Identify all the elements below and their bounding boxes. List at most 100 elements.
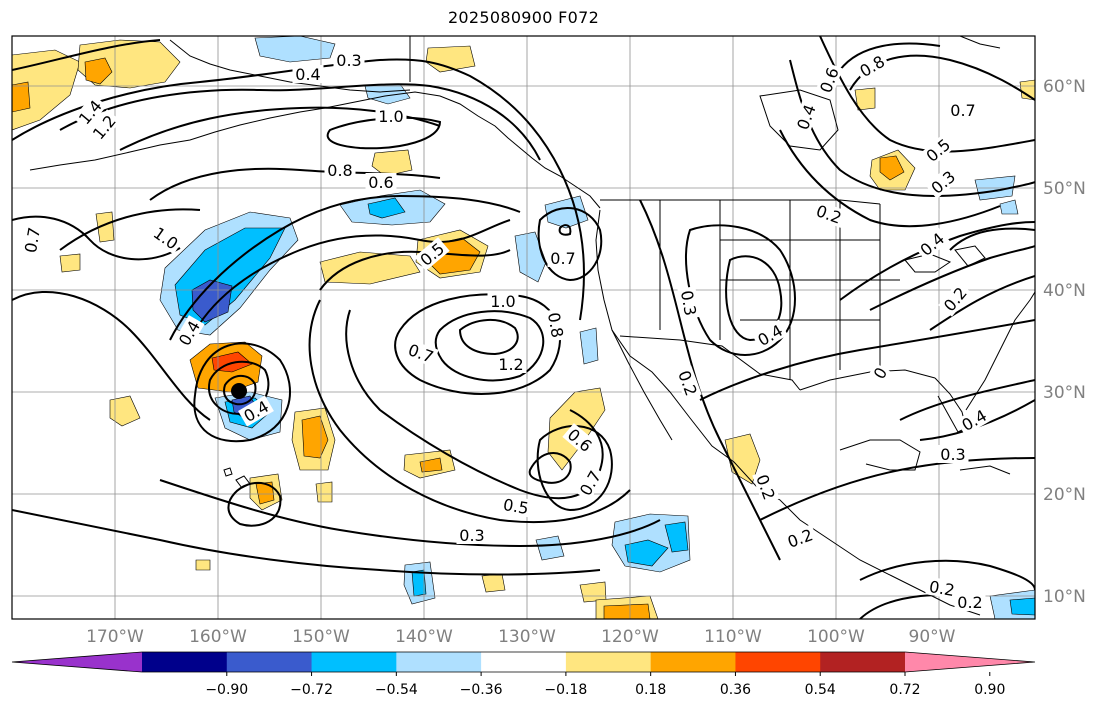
lon-label: 100°W bbox=[807, 627, 865, 647]
patch-negative-mid bbox=[624, 539, 669, 567]
contour-label-bg bbox=[854, 50, 890, 82]
contour-label: 0.5 bbox=[920, 133, 956, 167]
contour bbox=[189, 219, 511, 341]
colorbar-tick-label: 0.36 bbox=[720, 682, 751, 698]
contour-label-bg bbox=[365, 173, 397, 191]
patch-positive bbox=[724, 433, 761, 485]
contour bbox=[949, 227, 1035, 251]
map-frame bbox=[11, 35, 1036, 620]
contour-label-bg bbox=[811, 200, 847, 228]
contour-label: 1.0 bbox=[148, 221, 184, 255]
contour bbox=[59, 208, 201, 251]
alaska-north bbox=[169, 39, 411, 93]
contour-labels: 0.30.41.41.2 1.00.80.61.00.7 0.5 0.71.00.81… bbox=[20, 50, 992, 612]
contour bbox=[394, 293, 561, 395]
patch-negative bbox=[999, 199, 1019, 215]
patch-positive-core bbox=[603, 603, 651, 619]
patch-negative-mid bbox=[664, 521, 689, 553]
contour-label-bg bbox=[925, 165, 961, 199]
contour-label-bg bbox=[947, 101, 979, 119]
contour bbox=[839, 42, 941, 71]
contour bbox=[699, 319, 1035, 401]
contour bbox=[319, 249, 511, 291]
colorbar-segment bbox=[820, 652, 906, 672]
contour bbox=[536, 425, 613, 512]
contour-label: 0.2 bbox=[752, 469, 780, 505]
contour-label: 1.0 bbox=[375, 107, 407, 126]
contour-label-text: 0.7 bbox=[550, 249, 575, 268]
contour-label: 0.6 bbox=[815, 62, 843, 98]
contour-label-bg bbox=[544, 308, 568, 342]
colorbar-tick-label: −0.18 bbox=[544, 682, 587, 698]
contour bbox=[869, 245, 1035, 311]
contour bbox=[169, 194, 521, 341]
contour-label: 0.3 bbox=[333, 51, 365, 70]
contour bbox=[12, 291, 211, 421]
contour-label: 0.3 bbox=[456, 526, 488, 545]
colorbar-tick-label: −0.90 bbox=[205, 682, 248, 698]
patch-positive-core bbox=[419, 457, 443, 473]
patch-positive bbox=[371, 149, 413, 177]
east-coast bbox=[965, 291, 1035, 411]
contour-label: 0.6 bbox=[365, 173, 397, 192]
patch-positive bbox=[95, 211, 115, 243]
patch-negative-core bbox=[367, 197, 406, 219]
contour-label-text: 0.3 bbox=[940, 445, 965, 464]
contour bbox=[308, 299, 631, 524]
contour-label-bg bbox=[562, 423, 598, 457]
colorbar-segment bbox=[311, 652, 397, 672]
colorbar-segment bbox=[396, 652, 482, 672]
contour bbox=[639, 199, 781, 561]
contour bbox=[779, 129, 1001, 228]
contour bbox=[839, 221, 1035, 301]
contour-label: 0.7 bbox=[403, 339, 439, 367]
patch-positive bbox=[319, 251, 421, 285]
contour bbox=[149, 167, 441, 201]
contour bbox=[537, 206, 603, 282]
contour-label: 0.7 bbox=[20, 223, 44, 257]
contour-label-text: 0.8 bbox=[327, 161, 352, 180]
contour-label: 0.7 bbox=[547, 249, 579, 268]
patch-negative-mid bbox=[411, 569, 427, 597]
caribbean-islands bbox=[959, 465, 1011, 475]
contour-label-bg bbox=[333, 51, 365, 69]
lat-label: 30°N bbox=[1043, 383, 1086, 403]
contour-label: 0.4 bbox=[752, 319, 788, 351]
colorbar-tick-label: −0.54 bbox=[375, 682, 418, 698]
patch-positive-core bbox=[84, 57, 113, 85]
lon-label: 130°W bbox=[498, 627, 556, 647]
graticule bbox=[12, 36, 1035, 619]
colorbar-segment bbox=[226, 652, 313, 672]
lon-label: 170°W bbox=[86, 627, 144, 647]
colorbar-extend-low bbox=[12, 652, 142, 672]
lat-label: 10°N bbox=[1043, 587, 1086, 607]
contour-label-bg bbox=[937, 445, 969, 463]
hawaii-2 bbox=[223, 467, 233, 477]
contour-label: 0.5 bbox=[414, 237, 450, 271]
contour-label-bg bbox=[87, 109, 121, 145]
patch-positive bbox=[109, 395, 141, 427]
contour-label-text: 0.5 bbox=[502, 495, 530, 518]
contour-label: 0.5 bbox=[499, 494, 533, 518]
contour-label-text: 0.3 bbox=[459, 526, 484, 545]
patch-positive-core bbox=[879, 155, 905, 181]
colorbar: −0.90 −0.72 −0.54 −0.36 −0.18 0.18 0.36 0.54 0.7… bbox=[11, 651, 1036, 698]
contour-label: 0.2 bbox=[938, 281, 972, 317]
storm-center-marker bbox=[231, 383, 247, 399]
contour-label: 0.8 bbox=[324, 161, 356, 180]
lat-label: 50°N bbox=[1043, 179, 1086, 199]
colorbar-segment bbox=[565, 652, 652, 672]
contour bbox=[759, 457, 1035, 521]
contour-label: 0.3 bbox=[677, 286, 701, 320]
contour-label: 0.2 bbox=[925, 576, 959, 600]
contour-label: 0 bbox=[868, 362, 891, 384]
shaded-fields bbox=[12, 36, 1035, 619]
contour bbox=[227, 481, 282, 527]
contour-label-text: 0.7 bbox=[21, 226, 44, 254]
contour-label-bg bbox=[547, 249, 579, 267]
lon-label: 140°W bbox=[395, 627, 453, 647]
contour bbox=[193, 342, 291, 443]
patch-positive bbox=[854, 87, 876, 111]
contour-label: 0.7 bbox=[947, 101, 979, 120]
